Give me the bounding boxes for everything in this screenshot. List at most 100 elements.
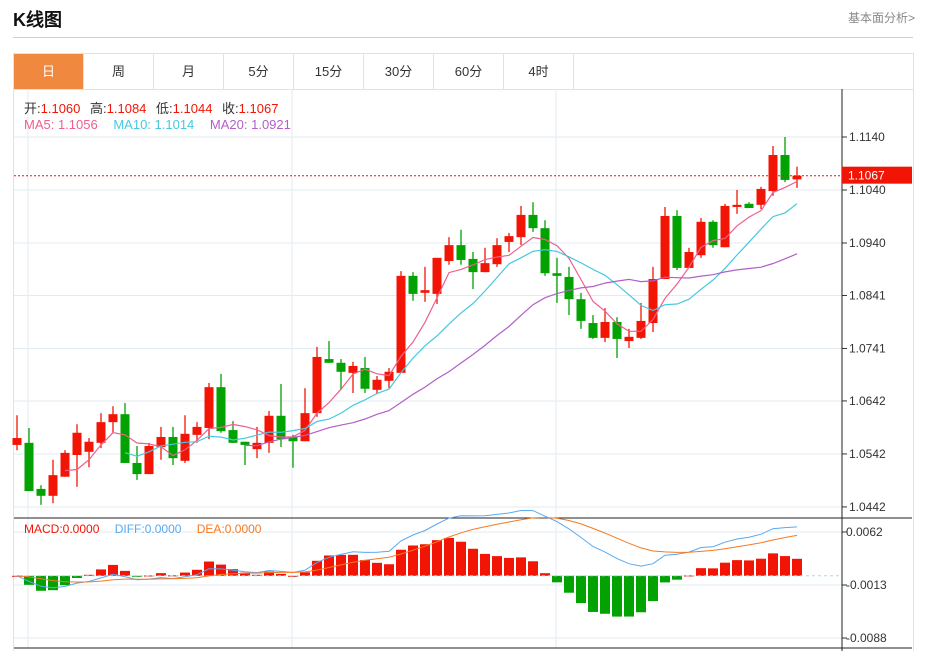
macd-bar xyxy=(660,575,670,583)
candle-up xyxy=(732,204,742,207)
candle-down xyxy=(240,441,250,445)
dea-line xyxy=(16,516,798,583)
macd-bar xyxy=(756,558,766,576)
macd-bar xyxy=(468,548,478,576)
candle-down xyxy=(216,387,226,432)
macd-bar xyxy=(240,572,250,576)
tab-60min[interactable]: 60分 xyxy=(434,54,504,89)
macd-bar xyxy=(552,575,562,583)
candle-down xyxy=(36,488,46,496)
candle-up xyxy=(384,371,394,381)
open-label: 开: xyxy=(24,101,41,116)
kline-chart-panel: 日 周 月 5分 15分 30分 60分 4时 xyxy=(13,53,914,651)
dea-value: DEA:0.0000 xyxy=(196,522,262,536)
candle-up xyxy=(372,379,382,390)
candle-up xyxy=(60,452,70,477)
macd-tick-label: 0.0062 xyxy=(846,525,883,539)
price-tick-label: 1.0542 xyxy=(849,447,886,461)
macd-bar xyxy=(72,575,82,578)
macd-bar xyxy=(396,549,406,576)
page-title: K线图 xyxy=(13,10,62,30)
tab-5min[interactable]: 5分 xyxy=(224,54,294,89)
macd-bar xyxy=(720,562,730,576)
macd-bar xyxy=(636,575,646,613)
macd-bar xyxy=(420,544,430,576)
macd-bar xyxy=(432,540,442,576)
tab-30min[interactable]: 30分 xyxy=(364,54,434,89)
macd-bar xyxy=(600,575,610,614)
candle-up xyxy=(192,426,202,435)
candle-up xyxy=(72,432,82,455)
macd-bar xyxy=(264,571,274,576)
macd-bar xyxy=(564,575,574,593)
macd-bar xyxy=(624,575,634,617)
macd-value: MACD:0.0000 xyxy=(24,522,100,536)
candle-up xyxy=(792,175,802,180)
macd-bar xyxy=(456,541,466,576)
candle-up xyxy=(444,245,454,262)
candle-down xyxy=(780,155,790,180)
macd-bar xyxy=(96,569,106,576)
period-tabs: 日 周 月 5分 15分 30分 60分 4时 xyxy=(14,54,913,90)
candle-up xyxy=(348,365,358,373)
tab-15min[interactable]: 15分 xyxy=(294,54,364,89)
macd-bar xyxy=(588,575,598,612)
candle-up xyxy=(204,387,214,428)
candle-up xyxy=(12,438,22,445)
candle-down xyxy=(24,442,34,492)
candle-down xyxy=(672,215,682,268)
tab-month[interactable]: 月 xyxy=(154,54,224,89)
candle-down xyxy=(324,359,334,363)
ma20-value: MA20: 1.0921 xyxy=(209,117,291,132)
macd-bar xyxy=(612,575,622,617)
candle-up xyxy=(300,413,310,442)
candle-down xyxy=(708,221,718,246)
candle-up xyxy=(96,422,106,443)
macd-bar xyxy=(528,561,538,576)
candle-down xyxy=(168,436,178,459)
macd-tick-label: -0.0013 xyxy=(846,578,887,592)
macd-bar xyxy=(516,557,526,576)
candle-up xyxy=(420,290,430,293)
price-tick-label: 1.0442 xyxy=(849,500,886,514)
fundamental-analysis-link[interactable]: 基本面分析> xyxy=(847,11,915,25)
tab-4hour[interactable]: 4时 xyxy=(504,54,574,89)
diff-value: DIFF:0.0000 xyxy=(114,522,182,536)
candle-up xyxy=(84,441,94,452)
macd-bar xyxy=(252,574,262,576)
macd-bar xyxy=(48,575,58,591)
macd-bar xyxy=(324,555,334,576)
macd-bar xyxy=(384,564,394,576)
tab-week[interactable]: 周 xyxy=(84,54,154,89)
candle-down xyxy=(120,414,130,463)
close-label: 收: xyxy=(222,101,239,116)
price-tick-label: 1.1140 xyxy=(849,130,885,144)
candle-down xyxy=(612,321,622,339)
candle-up xyxy=(636,320,646,338)
candle-down xyxy=(552,273,562,276)
current-price-tag xyxy=(842,166,912,184)
macd-bar xyxy=(36,575,46,591)
candle-up xyxy=(396,275,406,373)
candle-down xyxy=(588,323,598,338)
ma10-line xyxy=(124,203,798,457)
ohlc-legend: 开:1.1060 高:1.1084 低:1.1044 收:1.1067 xyxy=(24,98,284,117)
macd-bar xyxy=(792,558,802,576)
high-value: 1.1084 xyxy=(106,101,147,116)
candle-down xyxy=(360,368,370,389)
price-tick-label: 1.0841 xyxy=(849,288,886,302)
candle-up xyxy=(660,215,670,280)
candle-up xyxy=(264,415,274,443)
candle-down xyxy=(456,245,466,260)
macd-bar xyxy=(492,556,502,576)
macd-bar xyxy=(348,554,358,576)
candle-up xyxy=(492,245,502,265)
candle-up xyxy=(696,221,706,256)
tab-day[interactable]: 日 xyxy=(14,54,84,89)
macd-bar xyxy=(768,553,778,576)
candle-down xyxy=(408,275,418,294)
candle-up xyxy=(144,445,154,475)
macd-bar xyxy=(504,557,514,576)
candle-up xyxy=(108,414,118,423)
